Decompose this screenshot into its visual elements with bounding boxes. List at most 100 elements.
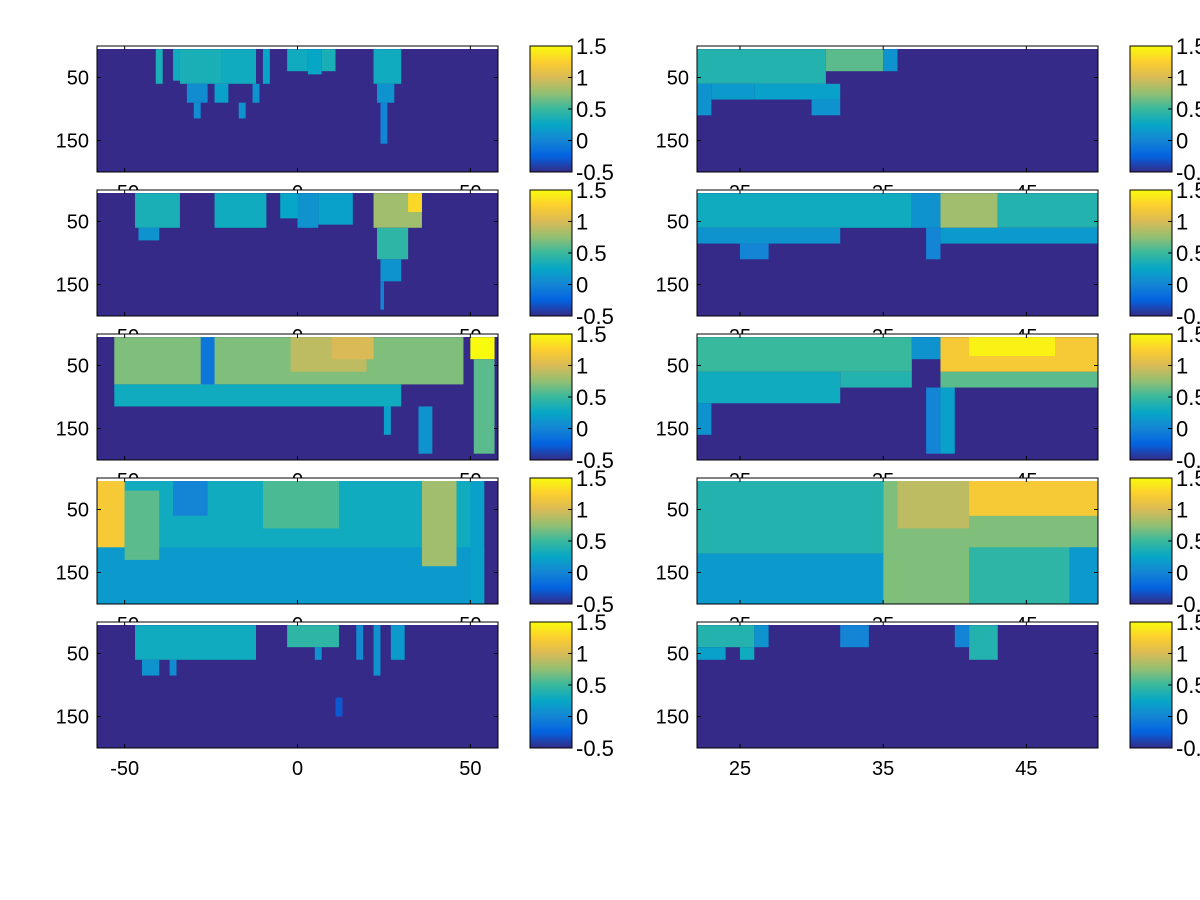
heatmap-cell xyxy=(314,647,322,660)
heatmap-cell xyxy=(214,83,229,103)
colorbar-tick-label: -0.5 xyxy=(576,592,614,617)
y-tick-label: 150 xyxy=(56,275,89,297)
axes-box xyxy=(696,45,1099,173)
colorbar-tick-label: 1 xyxy=(576,498,588,523)
heatmap-cell xyxy=(380,259,402,282)
y-tick-label: 150 xyxy=(656,131,689,153)
colorbar-tick-label: 1.5 xyxy=(1176,34,1200,59)
colorbar-tick-label: 1.5 xyxy=(576,34,607,59)
heatmap-cell xyxy=(840,371,912,388)
colorbar-tick-label: 0.5 xyxy=(576,673,607,698)
heatmap-cell xyxy=(287,49,308,72)
y-tick-label: 150 xyxy=(656,563,689,585)
heatmap-cells xyxy=(697,49,898,116)
colorbar xyxy=(529,189,573,317)
heatmap-cells xyxy=(135,625,405,717)
heatmap-cell xyxy=(697,478,884,554)
colorbar-tick-label: -0.5 xyxy=(576,160,614,185)
colorbar-tick-label: -0.5 xyxy=(1176,592,1200,617)
colorbar-tick-label: 0.5 xyxy=(1176,673,1200,698)
colorbar-tick-label: 1.5 xyxy=(576,322,607,347)
colorbar xyxy=(1129,189,1173,317)
heatmap-cells xyxy=(114,337,495,454)
heatmap-cell xyxy=(470,478,485,604)
top-strip xyxy=(697,622,1098,625)
heatmap-cell xyxy=(697,83,712,116)
colorbar-tick-label: 1 xyxy=(1176,66,1188,91)
heatmap-cell xyxy=(214,193,267,228)
heatmap-cell xyxy=(697,337,912,372)
x-tick-label: 35 xyxy=(872,758,894,780)
heatmap-cell xyxy=(940,371,1098,388)
colorbar-tick-label: 0 xyxy=(1176,705,1188,730)
heatmap-cell xyxy=(135,625,257,660)
heatmap-cell xyxy=(940,193,998,228)
heatmap-cell xyxy=(940,387,955,454)
heatmap-cell xyxy=(697,553,884,604)
heatmap-cell xyxy=(173,478,208,516)
heatmap-cell xyxy=(390,625,405,660)
heatmap-cell xyxy=(287,625,339,648)
y-tick-label: 50 xyxy=(67,644,89,666)
x-tick-label: 25 xyxy=(729,758,751,780)
colorbar-tick-label: 0 xyxy=(576,705,588,730)
colorbar-tick-label: 1 xyxy=(1176,354,1188,379)
y-tick-label: 150 xyxy=(656,419,689,441)
colorbar xyxy=(1129,621,1173,749)
y-tick-label: 50 xyxy=(67,212,89,234)
colorbar-tick-label: -0.5 xyxy=(576,448,614,473)
heatmap-cell xyxy=(238,102,246,119)
heatmap-cells xyxy=(697,625,998,660)
heatmap-cell xyxy=(969,337,1056,357)
colorbar-tick-label: 1 xyxy=(1176,210,1188,235)
heatmap-cell xyxy=(380,102,388,144)
heatmap-cell xyxy=(318,193,353,225)
heatmap-cell xyxy=(114,337,464,385)
colorbar-tick-label: 0.5 xyxy=(576,241,607,266)
colorbar-tick-label: -0.5 xyxy=(1176,736,1200,761)
colorbar-tick-label: 0.5 xyxy=(1176,97,1200,122)
colorbar-tick-label: -0.5 xyxy=(576,304,614,329)
heatmap-cell xyxy=(911,337,941,360)
top-strip xyxy=(697,478,1098,481)
heatmap-cell xyxy=(138,227,160,241)
heatmap-cell xyxy=(179,49,222,84)
colorbar xyxy=(1129,45,1173,173)
axes-box xyxy=(696,333,1099,461)
heatmap-cell xyxy=(307,49,322,75)
y-tick-label: 50 xyxy=(667,356,689,378)
y-tick-label: 50 xyxy=(67,356,89,378)
y-tick-label: 50 xyxy=(67,500,89,522)
heatmap-cell xyxy=(135,193,180,228)
heatmap-cell xyxy=(221,49,257,84)
colorbar xyxy=(529,333,573,461)
colorbar-tick-label: 1.5 xyxy=(1176,178,1200,203)
heatmap-cell xyxy=(169,659,177,676)
colorbar-tick-label: 0 xyxy=(576,417,588,442)
colorbar-tick-label: 1.5 xyxy=(1176,466,1200,491)
heatmap-cell xyxy=(421,478,457,567)
colorbar-tick-label: 1.5 xyxy=(576,178,607,203)
colorbar xyxy=(529,621,573,749)
heatmap-cell xyxy=(356,625,364,660)
heatmap-cell xyxy=(321,49,336,72)
colorbar-tick-label: 0 xyxy=(576,561,588,586)
heatmap-cell xyxy=(280,193,298,219)
axes-box xyxy=(696,189,1099,317)
y-tick-label: 150 xyxy=(656,707,689,729)
heatmap-cell xyxy=(377,83,395,103)
colorbar xyxy=(1129,333,1173,461)
heatmap-cell xyxy=(377,227,409,260)
colorbar-tick-label: 0 xyxy=(1176,129,1188,154)
heatmap-cell xyxy=(954,625,970,648)
y-tick-label: 50 xyxy=(667,500,689,522)
colorbar-tick-label: 1.5 xyxy=(576,610,607,635)
colorbar-tick-label: 1.5 xyxy=(576,466,607,491)
y-tick-label: 150 xyxy=(56,419,89,441)
